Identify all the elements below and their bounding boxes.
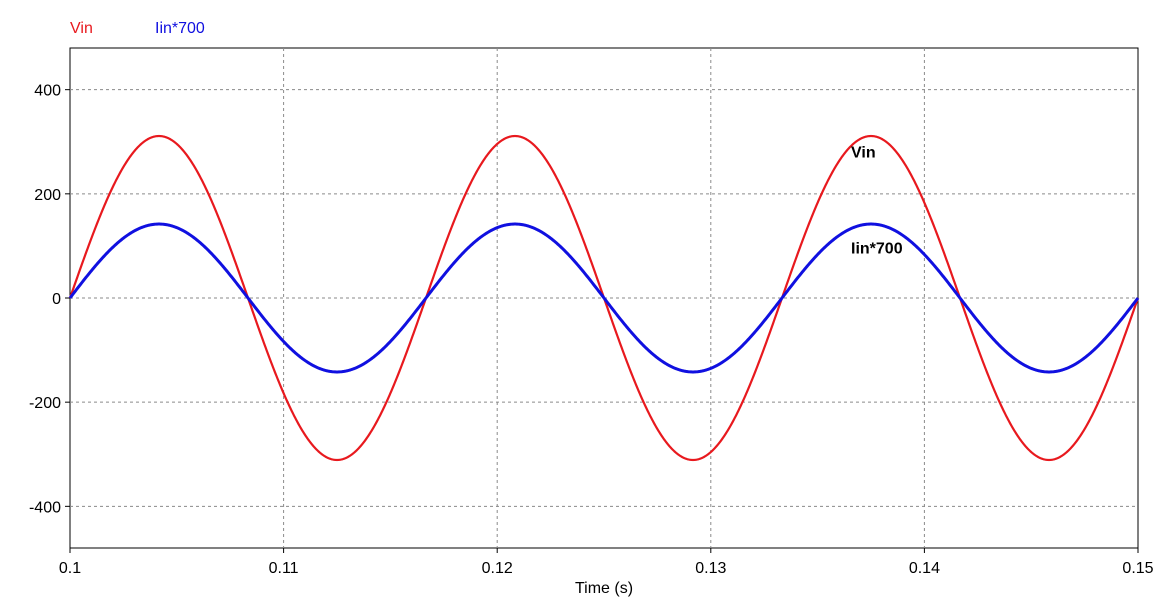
y-axis-ticks: 400 200 0 -200 -400: [29, 83, 70, 516]
annotation-vin: Vin: [851, 144, 876, 161]
series-group: [68, 134, 1140, 462]
series-line-iin: [68, 222, 1140, 374]
x-tick-label: 0.15: [1122, 560, 1153, 577]
y-tick-label: 400: [34, 83, 61, 100]
y-tick-label: 0: [52, 291, 61, 308]
x-tick-label: 0.14: [909, 560, 940, 577]
y-tick-label: -400: [29, 499, 61, 516]
x-tick-label: 0.1: [59, 560, 81, 577]
x-tick-label: 0.13: [695, 560, 726, 577]
legend-entry-vin: Vin: [70, 20, 93, 37]
annotation-iin: Iin*700: [851, 241, 903, 258]
legend-entry-iin: Iin*700: [155, 20, 205, 37]
y-tick-label: -200: [29, 395, 61, 412]
x-axis-label: Time (s): [575, 580, 633, 597]
y-tick-label: 200: [34, 187, 61, 204]
x-axis-ticks: 0.1 0.11 0.12 0.13 0.14 0.15: [59, 548, 1154, 577]
x-tick-label: 0.11: [269, 560, 299, 577]
x-tick-label: 0.12: [482, 560, 513, 577]
annotations: Vin Iin*700: [851, 144, 903, 257]
